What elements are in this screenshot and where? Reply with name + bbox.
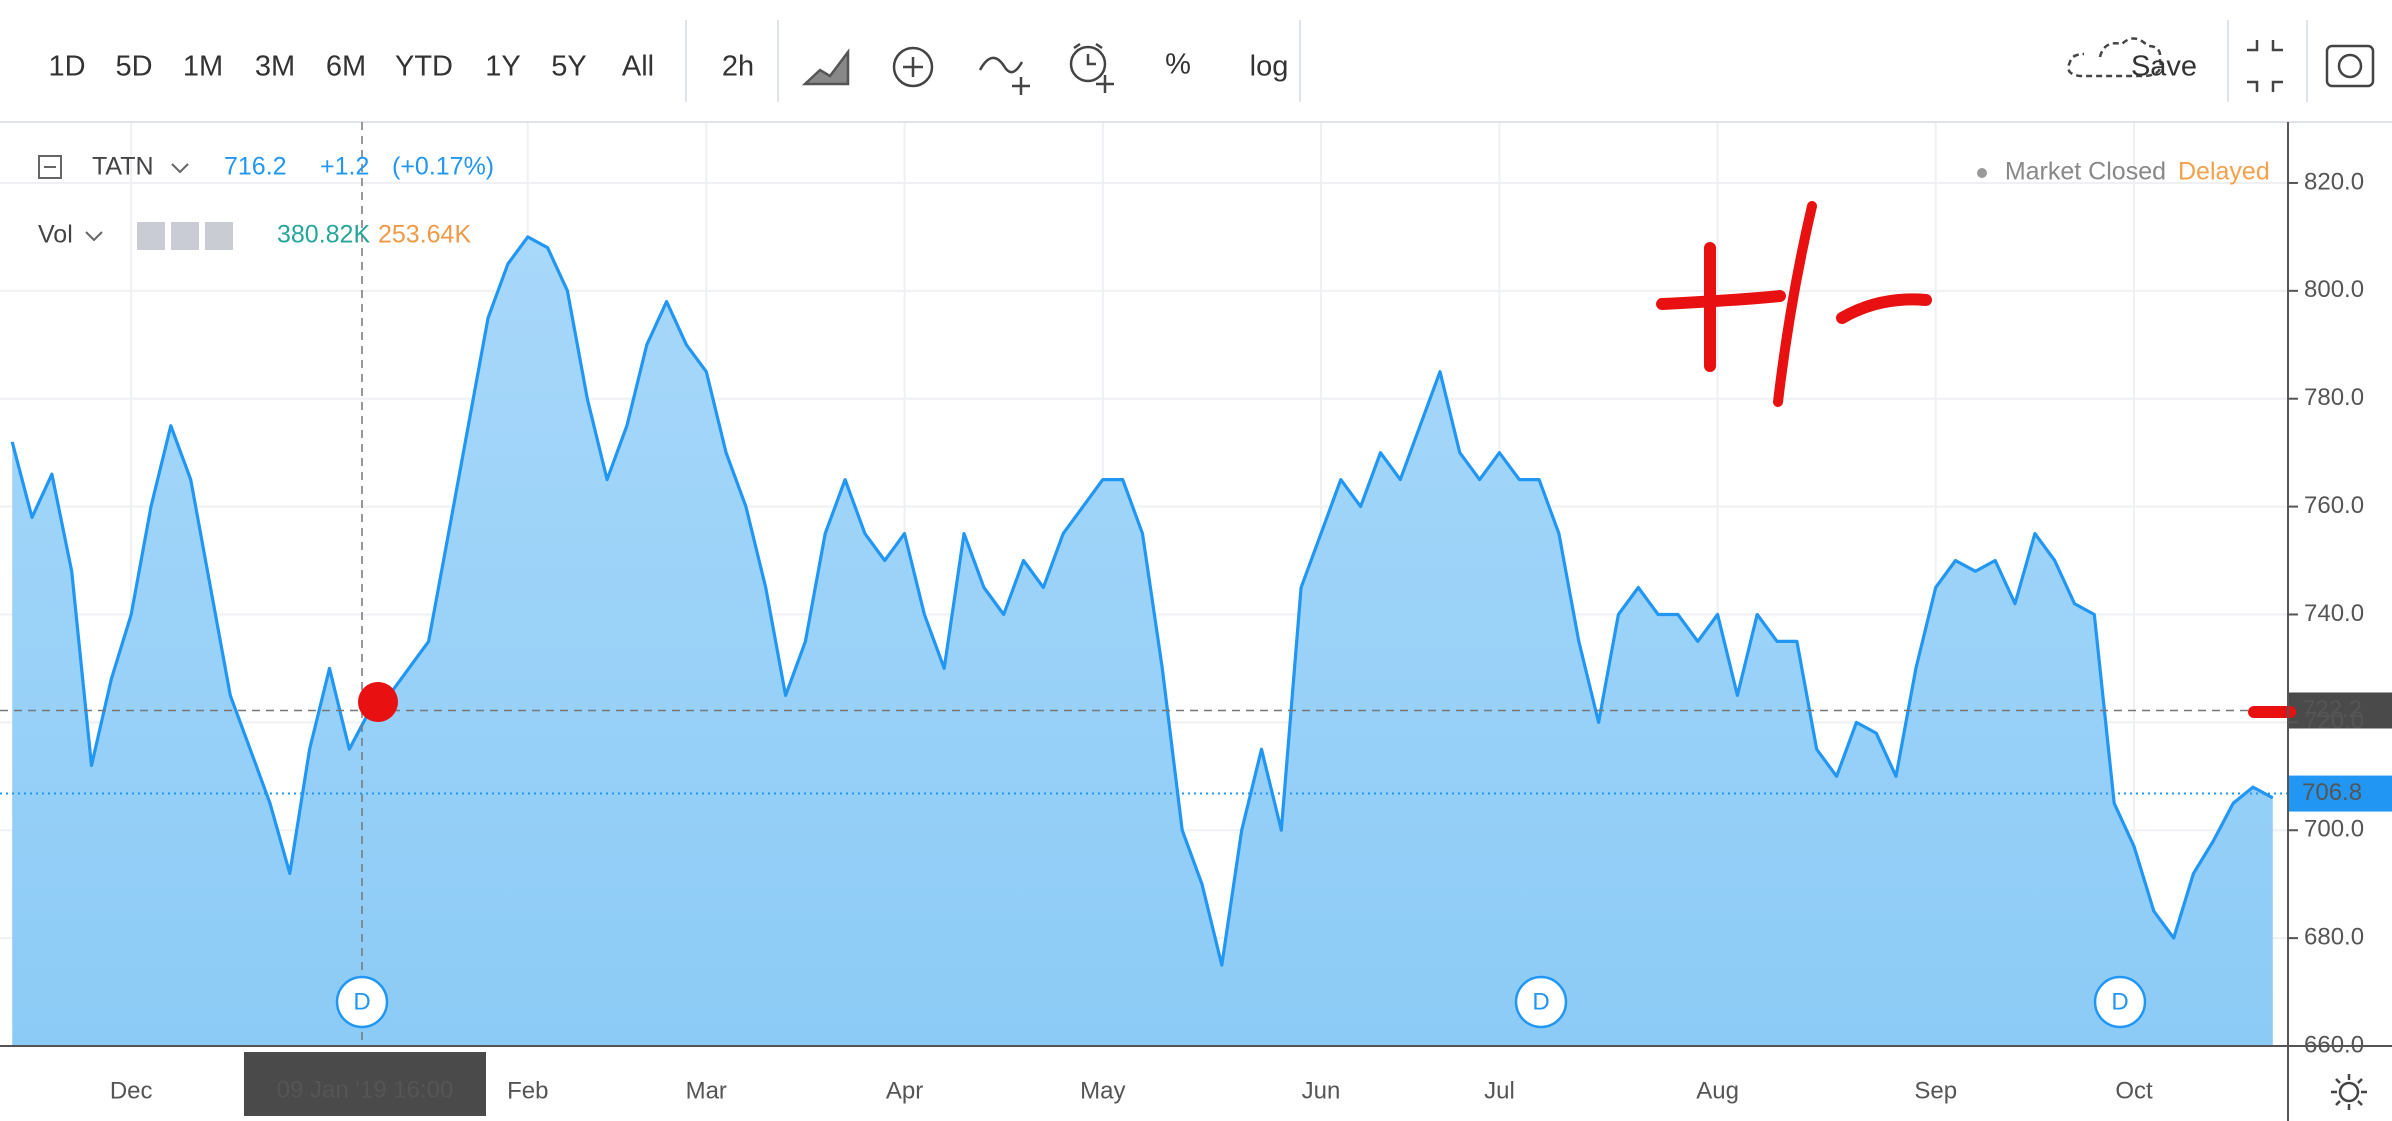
- fullscreen-icon[interactable]: [2247, 40, 2283, 92]
- indicators-icon[interactable]: [978, 56, 1030, 95]
- red-dot: [358, 682, 398, 722]
- interval-button[interactable]: 6M: [326, 51, 366, 83]
- dividend-label: D: [353, 988, 370, 1015]
- toolbar: [0, 0, 2392, 122]
- screenshot-icon[interactable]: [2325, 44, 2375, 88]
- crosshair-price-label: 722.2: [2302, 696, 2362, 723]
- volume-value: 380.82K: [277, 221, 370, 249]
- x-tick-label: Jun: [1302, 1077, 1341, 1104]
- change-percent: (+0.17%): [392, 153, 494, 181]
- plus-horizontal: [1656, 290, 1786, 310]
- x-tick-label: Sep: [1914, 1077, 1957, 1104]
- interval-button[interactable]: 5D: [115, 51, 152, 83]
- save-button[interactable]: Save: [2131, 51, 2197, 83]
- percent-button[interactable]: %: [1165, 49, 1191, 81]
- settings-icon[interactable]: [2331, 1074, 2367, 1110]
- x-tick-label: Mar: [686, 1077, 727, 1104]
- legend-icons: [38, 155, 189, 242]
- x-tick-label: Feb: [507, 1077, 548, 1104]
- interval-button[interactable]: YTD: [395, 51, 453, 83]
- market-status: Market Closed: [2005, 158, 2166, 186]
- dividend-marker[interactable]: [1514, 975, 1568, 1029]
- y-tick-label: 680.0: [2304, 923, 2364, 950]
- last-price-box: [2288, 775, 2392, 812]
- interval-button[interactable]: 5Y: [551, 51, 586, 83]
- y-tick-label: 660.0: [2304, 1031, 2364, 1058]
- delay-status: Delayed: [2178, 158, 2270, 186]
- interval-button[interactable]: 1M: [183, 51, 223, 83]
- volume-controls: [137, 222, 233, 250]
- dividend-label: D: [2111, 988, 2128, 1015]
- x-tick-label: Apr: [886, 1077, 923, 1104]
- collapse-icon[interactable]: [38, 155, 62, 179]
- interval-button[interactable]: 3M: [255, 51, 295, 83]
- toolbar-separators: [685, 20, 2308, 102]
- status-dot: [1977, 168, 1987, 178]
- interval-button[interactable]: All: [622, 51, 654, 83]
- change: +1.2: [320, 153, 369, 181]
- y-tick-label: 780.0: [2304, 384, 2364, 411]
- minus: [1836, 293, 1932, 324]
- last-price-label: 706.8: [2302, 779, 2362, 806]
- vol-remove[interactable]: [205, 222, 233, 250]
- vol-settings[interactable]: [171, 222, 199, 250]
- alert-icon[interactable]: [1069, 45, 1107, 83]
- x-tick-label: Aug: [1696, 1077, 1739, 1104]
- crosshair-time-label: 09 Jan '19 16:00: [277, 1076, 454, 1103]
- volume-label: Vol: [38, 221, 73, 249]
- toolbar-icons: [801, 37, 2375, 95]
- vol-chevron[interactable]: [85, 231, 103, 242]
- y-tick-label: 740.0: [2304, 600, 2364, 627]
- log-button[interactable]: log: [1250, 51, 1289, 83]
- x-tick-label: May: [1080, 1077, 1125, 1104]
- dividend-marker[interactable]: [2093, 975, 2147, 1029]
- y-tick-label: 800.0: [2304, 276, 2364, 303]
- area-fill: [12, 236, 2273, 1046]
- crosshair-price-box: [2288, 692, 2392, 729]
- vol-visibility[interactable]: [137, 222, 165, 250]
- symbol: TATN: [92, 153, 154, 181]
- interval-button[interactable]: 1D: [48, 51, 85, 83]
- y-tick-label: 720.0: [2304, 708, 2364, 735]
- price: 716.2: [224, 153, 287, 181]
- alert-hands: [1073, 42, 1114, 93]
- screenshot-lens: [2337, 53, 2363, 79]
- x-tick-label: Jul: [1484, 1077, 1515, 1104]
- save-cloud-icon[interactable]: [2067, 37, 2162, 78]
- y-tick-label: 820.0: [2304, 168, 2364, 195]
- x-tick-label: Oct: [2115, 1077, 2153, 1104]
- timeframe-button[interactable]: 2h: [722, 51, 754, 83]
- symbol-chevron[interactable]: [171, 163, 189, 174]
- compare-icon[interactable]: [892, 46, 934, 88]
- compare-plus: [903, 57, 923, 77]
- y-tick-label: 760.0: [2304, 492, 2364, 519]
- chart-style-icon[interactable]: [801, 48, 850, 86]
- interval-button[interactable]: 1Y: [485, 51, 520, 83]
- plot-layer: [0, 122, 2288, 1047]
- volume-ma-value: 253.64K: [378, 221, 471, 249]
- crosshair-time-box: [244, 1052, 486, 1116]
- slash: [1773, 201, 1817, 407]
- dividend-label: D: [1532, 988, 1549, 1015]
- dividend-marker[interactable]: [335, 975, 389, 1029]
- y-tick-label: 700.0: [2304, 816, 2364, 843]
- red-annotations: [358, 201, 2296, 722]
- x-tick-label: Dec: [110, 1077, 153, 1104]
